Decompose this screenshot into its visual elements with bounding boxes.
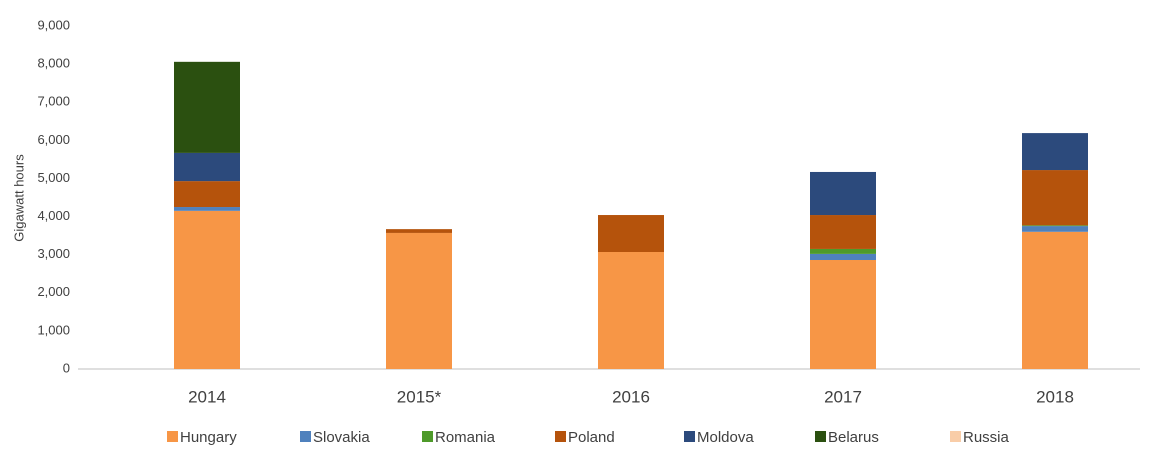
bar-segment — [174, 61, 240, 153]
y-axis-label: Gigawatt hours — [11, 154, 26, 242]
y-tick-label: 0 — [63, 360, 70, 375]
legend-swatch — [300, 431, 311, 442]
y-tick-label: 5,000 — [37, 170, 70, 185]
x-tick-label: 2016 — [612, 387, 650, 406]
legend-swatch — [815, 431, 826, 442]
y-tick-label: 4,000 — [37, 208, 70, 223]
x-tick-label: 2018 — [1036, 387, 1074, 406]
legend-label: Hungary — [180, 429, 237, 446]
x-tick-label: 2015* — [397, 387, 442, 406]
legend-swatch — [684, 431, 695, 442]
bar-segment — [1022, 133, 1088, 171]
x-tick-label: 2017 — [824, 387, 862, 406]
y-tick-label: 3,000 — [37, 246, 70, 261]
legend-label: Slovakia — [313, 429, 370, 446]
bar-segment — [810, 260, 876, 369]
bar-segment — [1022, 226, 1088, 232]
legend-label: Romania — [435, 429, 496, 446]
bar-segment — [174, 210, 240, 369]
bar-segment — [810, 253, 876, 261]
y-tick-label: 2,000 — [37, 284, 70, 299]
bar-segment — [174, 152, 240, 182]
bar-segment — [1022, 170, 1088, 226]
bar-segment — [810, 171, 876, 216]
bar-segment — [386, 232, 452, 369]
legend-label: Moldova — [697, 429, 754, 446]
bar-segment — [598, 215, 664, 252]
y-tick-label: 6,000 — [37, 132, 70, 147]
x-tick-label: 2014 — [188, 387, 226, 406]
legend-swatch — [555, 431, 566, 442]
y-tick-label: 8,000 — [37, 56, 70, 71]
y-tick-label: 9,000 — [37, 17, 70, 32]
legend-label: Russia — [963, 429, 1010, 446]
bar-segment — [598, 251, 664, 369]
bar-segment — [174, 181, 240, 208]
legend-swatch — [422, 431, 433, 442]
y-tick-label: 7,000 — [37, 94, 70, 109]
legend-label: Poland — [568, 429, 615, 446]
legend-swatch — [167, 431, 178, 442]
bar-segment — [810, 248, 876, 254]
bar-segment — [1022, 225, 1088, 227]
bar-segment — [1022, 231, 1088, 369]
y-tick-label: 1,000 — [37, 322, 70, 337]
bar-segment — [386, 229, 452, 233]
legend-swatch — [950, 431, 961, 442]
bar-segment — [174, 207, 240, 211]
bar-segment — [810, 215, 876, 249]
legend-label: Belarus — [828, 429, 879, 446]
